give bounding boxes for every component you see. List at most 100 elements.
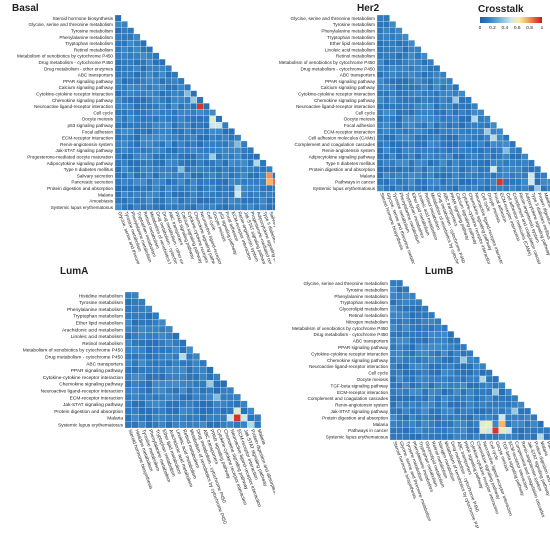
basal-cell [254, 179, 260, 185]
basal-cell [178, 204, 184, 210]
her2-cell [465, 154, 471, 160]
basal-cell [121, 59, 127, 65]
lumb-cell [448, 382, 454, 388]
lumb-cell [505, 408, 511, 414]
basal-cell [203, 147, 209, 153]
her2-cell [453, 84, 459, 90]
lumb-cell [505, 389, 511, 395]
basal-cell [147, 166, 153, 172]
basal-cell [121, 28, 127, 34]
her2-cell [434, 147, 440, 153]
basal-cell [191, 204, 197, 210]
luma-cell [207, 394, 214, 401]
her2-cell [453, 141, 459, 147]
her2-cell [396, 103, 402, 109]
lumb-cell [473, 363, 479, 369]
lumb-cell [448, 350, 454, 356]
her2-cell [440, 160, 446, 166]
lumb-cell [467, 402, 473, 408]
luma-cell [125, 394, 132, 401]
luma-cell [179, 380, 186, 387]
luma-cell [173, 380, 180, 387]
luma-cell [241, 408, 248, 415]
basal-cell [203, 198, 209, 204]
her2-cell [434, 179, 440, 185]
basal-cell [121, 191, 127, 197]
her2-cell [490, 160, 496, 166]
lumb-cell [416, 357, 422, 363]
her2-cell [402, 53, 408, 59]
basal-cell [159, 103, 165, 109]
her2-cell [421, 179, 427, 185]
her2-cell [459, 154, 465, 160]
basal-cell [128, 59, 134, 65]
luma-cell [145, 387, 152, 394]
lumb-cell [499, 414, 505, 420]
basal-cell [147, 91, 153, 97]
basal-cell [191, 122, 197, 128]
lumb-cell [467, 434, 473, 440]
basal-cell [128, 179, 134, 185]
her2-cell [383, 128, 389, 134]
basal-cell [172, 135, 178, 141]
luma-cell [193, 401, 200, 408]
lumb-cell [441, 370, 447, 376]
her2-cell [490, 128, 496, 134]
basal-cell [260, 185, 266, 191]
her2-cell [509, 179, 515, 185]
lumb-cell [492, 427, 498, 433]
lumb-cell [460, 434, 466, 440]
lumb-cell [396, 402, 402, 408]
her2-cell [440, 185, 446, 191]
lumb-cell [467, 376, 473, 382]
luma-cell [220, 414, 227, 421]
basal-cell [115, 122, 121, 128]
luma-cell [254, 421, 261, 428]
basal-cell [115, 191, 121, 197]
luma-cell [152, 312, 159, 319]
basal-row-label: Neuroactive ligand-receptor interaction [34, 104, 113, 109]
her2-cell [402, 72, 408, 78]
basal-cell [254, 185, 260, 191]
lumb-cell [467, 370, 473, 376]
her2-cell [440, 91, 446, 97]
luma-cell [152, 408, 159, 415]
lumb-cell [403, 382, 409, 388]
lumb-cell [422, 306, 428, 312]
lumb-cell [441, 402, 447, 408]
her2-cell [434, 72, 440, 78]
luma-cell [139, 421, 146, 428]
lumb-cell [396, 286, 402, 292]
basal-cell [147, 198, 153, 204]
basal-cell [203, 166, 209, 172]
lumb-cell [409, 382, 415, 388]
basal-cell [222, 154, 228, 160]
her2-cell [390, 40, 396, 46]
lumb-cell [448, 338, 454, 344]
her2-cell [377, 110, 383, 116]
basal-cell [172, 72, 178, 78]
luma-cell [166, 394, 173, 401]
her2-cell [453, 166, 459, 172]
lumb-cell [390, 357, 396, 363]
her2-cell [427, 110, 433, 116]
her2-cell [396, 147, 402, 153]
basal-cell [134, 135, 140, 141]
luma-cell [227, 421, 234, 428]
her2-cell [478, 141, 484, 147]
basal-cell [172, 154, 178, 160]
basal-cell [210, 110, 216, 116]
luma-cell [145, 306, 152, 313]
lumb-cell [403, 414, 409, 420]
basal-cell [184, 84, 190, 90]
luma-cell [200, 360, 207, 367]
luma-cell [193, 380, 200, 387]
luma-cell [193, 353, 200, 360]
lumb-cell [409, 421, 415, 427]
her2-cell [402, 103, 408, 109]
her2-cell [522, 160, 528, 166]
lumb-cell [422, 408, 428, 414]
her2-cell [478, 116, 484, 122]
lumb-cell [435, 408, 441, 414]
